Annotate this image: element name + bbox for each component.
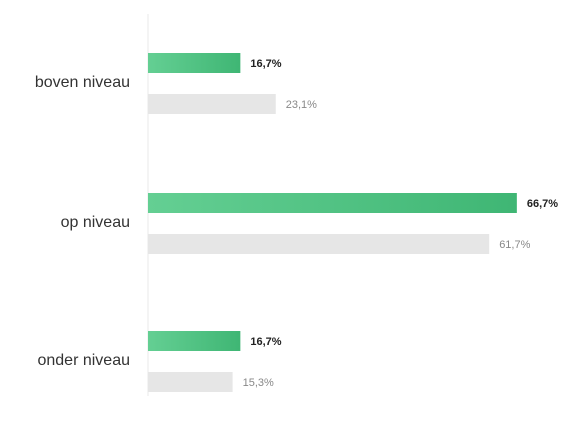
value-label: 15,3% <box>243 377 274 389</box>
value-label: 66,7% <box>527 198 558 210</box>
value-label: 16,7% <box>250 58 281 70</box>
value-label: 16,7% <box>250 336 281 348</box>
value-label: 61,7% <box>499 239 530 251</box>
bar <box>148 53 241 73</box>
bar <box>148 234 490 254</box>
category-label: op niveau <box>61 214 130 231</box>
value-label: 23,1% <box>286 99 317 111</box>
category-label: onder niveau <box>37 352 130 369</box>
bar <box>148 193 517 213</box>
category-label: boven niveau <box>35 74 130 91</box>
bar <box>148 94 276 114</box>
bar <box>148 331 241 351</box>
bar <box>148 372 233 392</box>
